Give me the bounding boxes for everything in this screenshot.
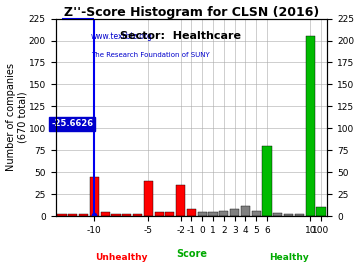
Bar bbox=[133, 214, 142, 216]
Text: Sector:  Healthcare: Sector: Healthcare bbox=[120, 31, 240, 41]
Bar bbox=[273, 213, 282, 216]
Bar bbox=[187, 209, 196, 216]
Text: Healthy: Healthy bbox=[269, 253, 309, 262]
Bar bbox=[262, 146, 272, 216]
Bar bbox=[122, 214, 131, 216]
Bar bbox=[241, 206, 250, 216]
Bar bbox=[208, 212, 218, 216]
X-axis label: Score: Score bbox=[176, 249, 207, 259]
Bar bbox=[79, 214, 88, 216]
Bar bbox=[295, 214, 304, 216]
Bar bbox=[219, 211, 229, 216]
Bar bbox=[252, 211, 261, 216]
Text: The Research Foundation of SUNY: The Research Foundation of SUNY bbox=[91, 52, 210, 58]
Bar bbox=[316, 207, 325, 216]
Text: Unhealthy: Unhealthy bbox=[95, 253, 148, 262]
Bar bbox=[100, 212, 110, 216]
Bar bbox=[144, 181, 153, 216]
Bar bbox=[198, 212, 207, 216]
Text: www.textbiz.org: www.textbiz.org bbox=[91, 32, 153, 41]
Title: Z''-Score Histogram for CLSN (2016): Z''-Score Histogram for CLSN (2016) bbox=[64, 6, 319, 19]
Bar bbox=[90, 177, 99, 216]
Bar bbox=[57, 214, 67, 216]
Bar bbox=[111, 214, 121, 216]
Bar bbox=[68, 214, 77, 216]
Bar bbox=[306, 36, 315, 216]
Bar bbox=[230, 209, 239, 216]
Y-axis label: Number of companies
(670 total): Number of companies (670 total) bbox=[5, 63, 27, 171]
Bar bbox=[176, 185, 185, 216]
Text: -25.6626: -25.6626 bbox=[51, 120, 93, 129]
Bar bbox=[165, 212, 175, 216]
Bar bbox=[284, 214, 293, 216]
Bar bbox=[154, 212, 164, 216]
